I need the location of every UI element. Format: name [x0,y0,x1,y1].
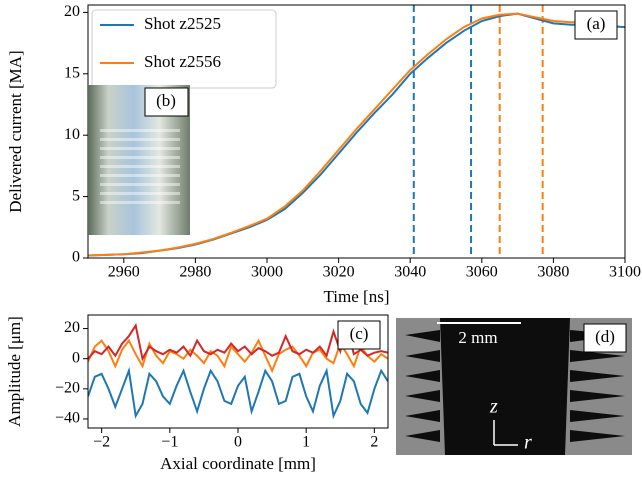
x-tick-label: 0 [234,434,242,451]
legend-label: Shot z2556 [144,52,221,71]
y-tick-label: 0 [72,349,80,366]
x-tick-label: 3080 [537,264,569,281]
y-tick-label: 15 [64,64,80,81]
y-tick-label: 0 [72,249,80,266]
y-tick-label: 5 [72,187,80,204]
x-tick-label: 1 [302,434,310,451]
plot-frame [87,314,389,429]
x-tick-label: −2 [93,434,110,451]
series-line [88,338,388,374]
series-line [88,366,388,420]
x-tick-label: 2980 [179,264,211,281]
x-tick-label: −1 [161,434,178,451]
axis-r: r [524,432,532,454]
panel-label: (c) [350,324,369,343]
x-tick-label: 2960 [108,264,140,281]
x-axis-label: Axial coordinate [mm] [160,454,316,473]
axis-z: z [489,396,498,418]
y-tick-label: 20 [64,319,80,336]
x-tick-label: 3060 [466,264,498,281]
series-line [88,12,608,257]
y-axis-label: Amplitude [μm] [5,316,24,427]
y-tick-label: −20 [55,379,80,396]
y-tick-label: −40 [55,410,80,427]
x-tick-label: 3000 [251,264,283,281]
x-axis-label: Time [ns] [324,287,390,306]
panel-label: (a) [587,14,606,33]
x-tick-label: 3100 [609,264,641,281]
x-tick-label: 3020 [323,264,355,281]
legend-label: Shot z2525 [144,14,221,33]
y-tick-label: 20 [64,3,80,20]
x-tick-label: 3040 [394,264,426,281]
scale-bar-label: 2 mm [458,328,497,347]
inset-label: (b) [156,91,176,110]
panel-label: (d) [595,327,615,346]
y-tick-label: 10 [64,126,80,143]
xray-image: 2 mm (d) z r [396,318,632,455]
y-axis-label: Delivered current [MA] [6,50,25,212]
panel-label-box [337,320,381,350]
x-tick-label: 2 [370,434,378,451]
panel-label-box [574,10,618,40]
inset-photo: (b) [88,85,190,235]
